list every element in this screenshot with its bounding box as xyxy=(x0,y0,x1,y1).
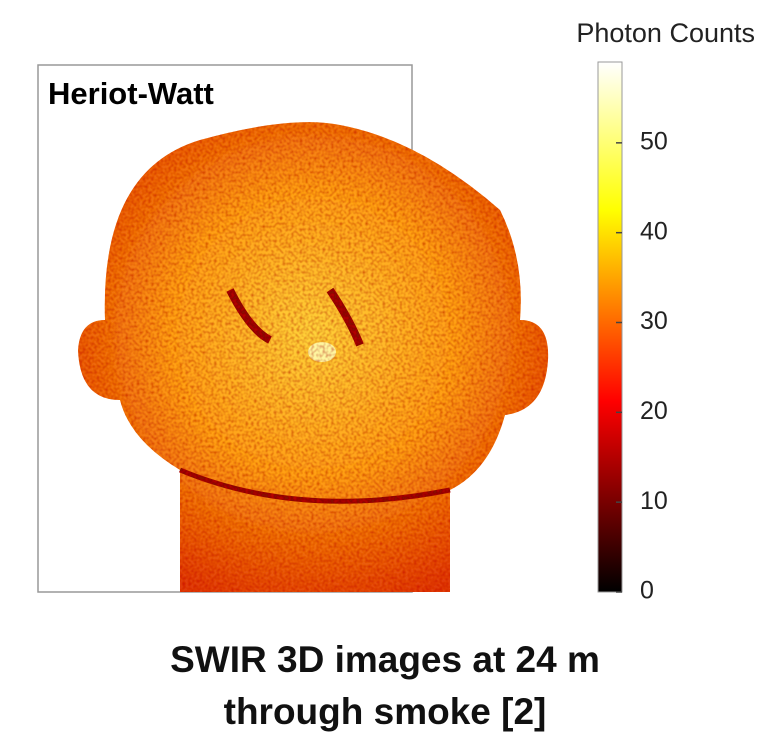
caption-line: SWIR 3D images at 24 m xyxy=(170,639,600,680)
caption-line: through smoke [2] xyxy=(224,691,547,732)
figure: Heriot-Watt Photon Counts SWIR 3D images… xyxy=(0,0,765,738)
colorbar xyxy=(598,62,622,592)
image-label: Heriot-Watt xyxy=(48,76,214,111)
colorbar-tick-label: 50 xyxy=(640,127,668,155)
colorbar-tick-label: 40 xyxy=(640,217,668,245)
colorbar-title: Photon Counts xyxy=(576,18,755,48)
colorbar-tick-label: 10 xyxy=(640,487,668,515)
colorbar-tick-label: 30 xyxy=(640,307,668,335)
colorbar-tick-label: 20 xyxy=(640,397,668,425)
colorbar-tick-label: 0 xyxy=(640,577,654,605)
